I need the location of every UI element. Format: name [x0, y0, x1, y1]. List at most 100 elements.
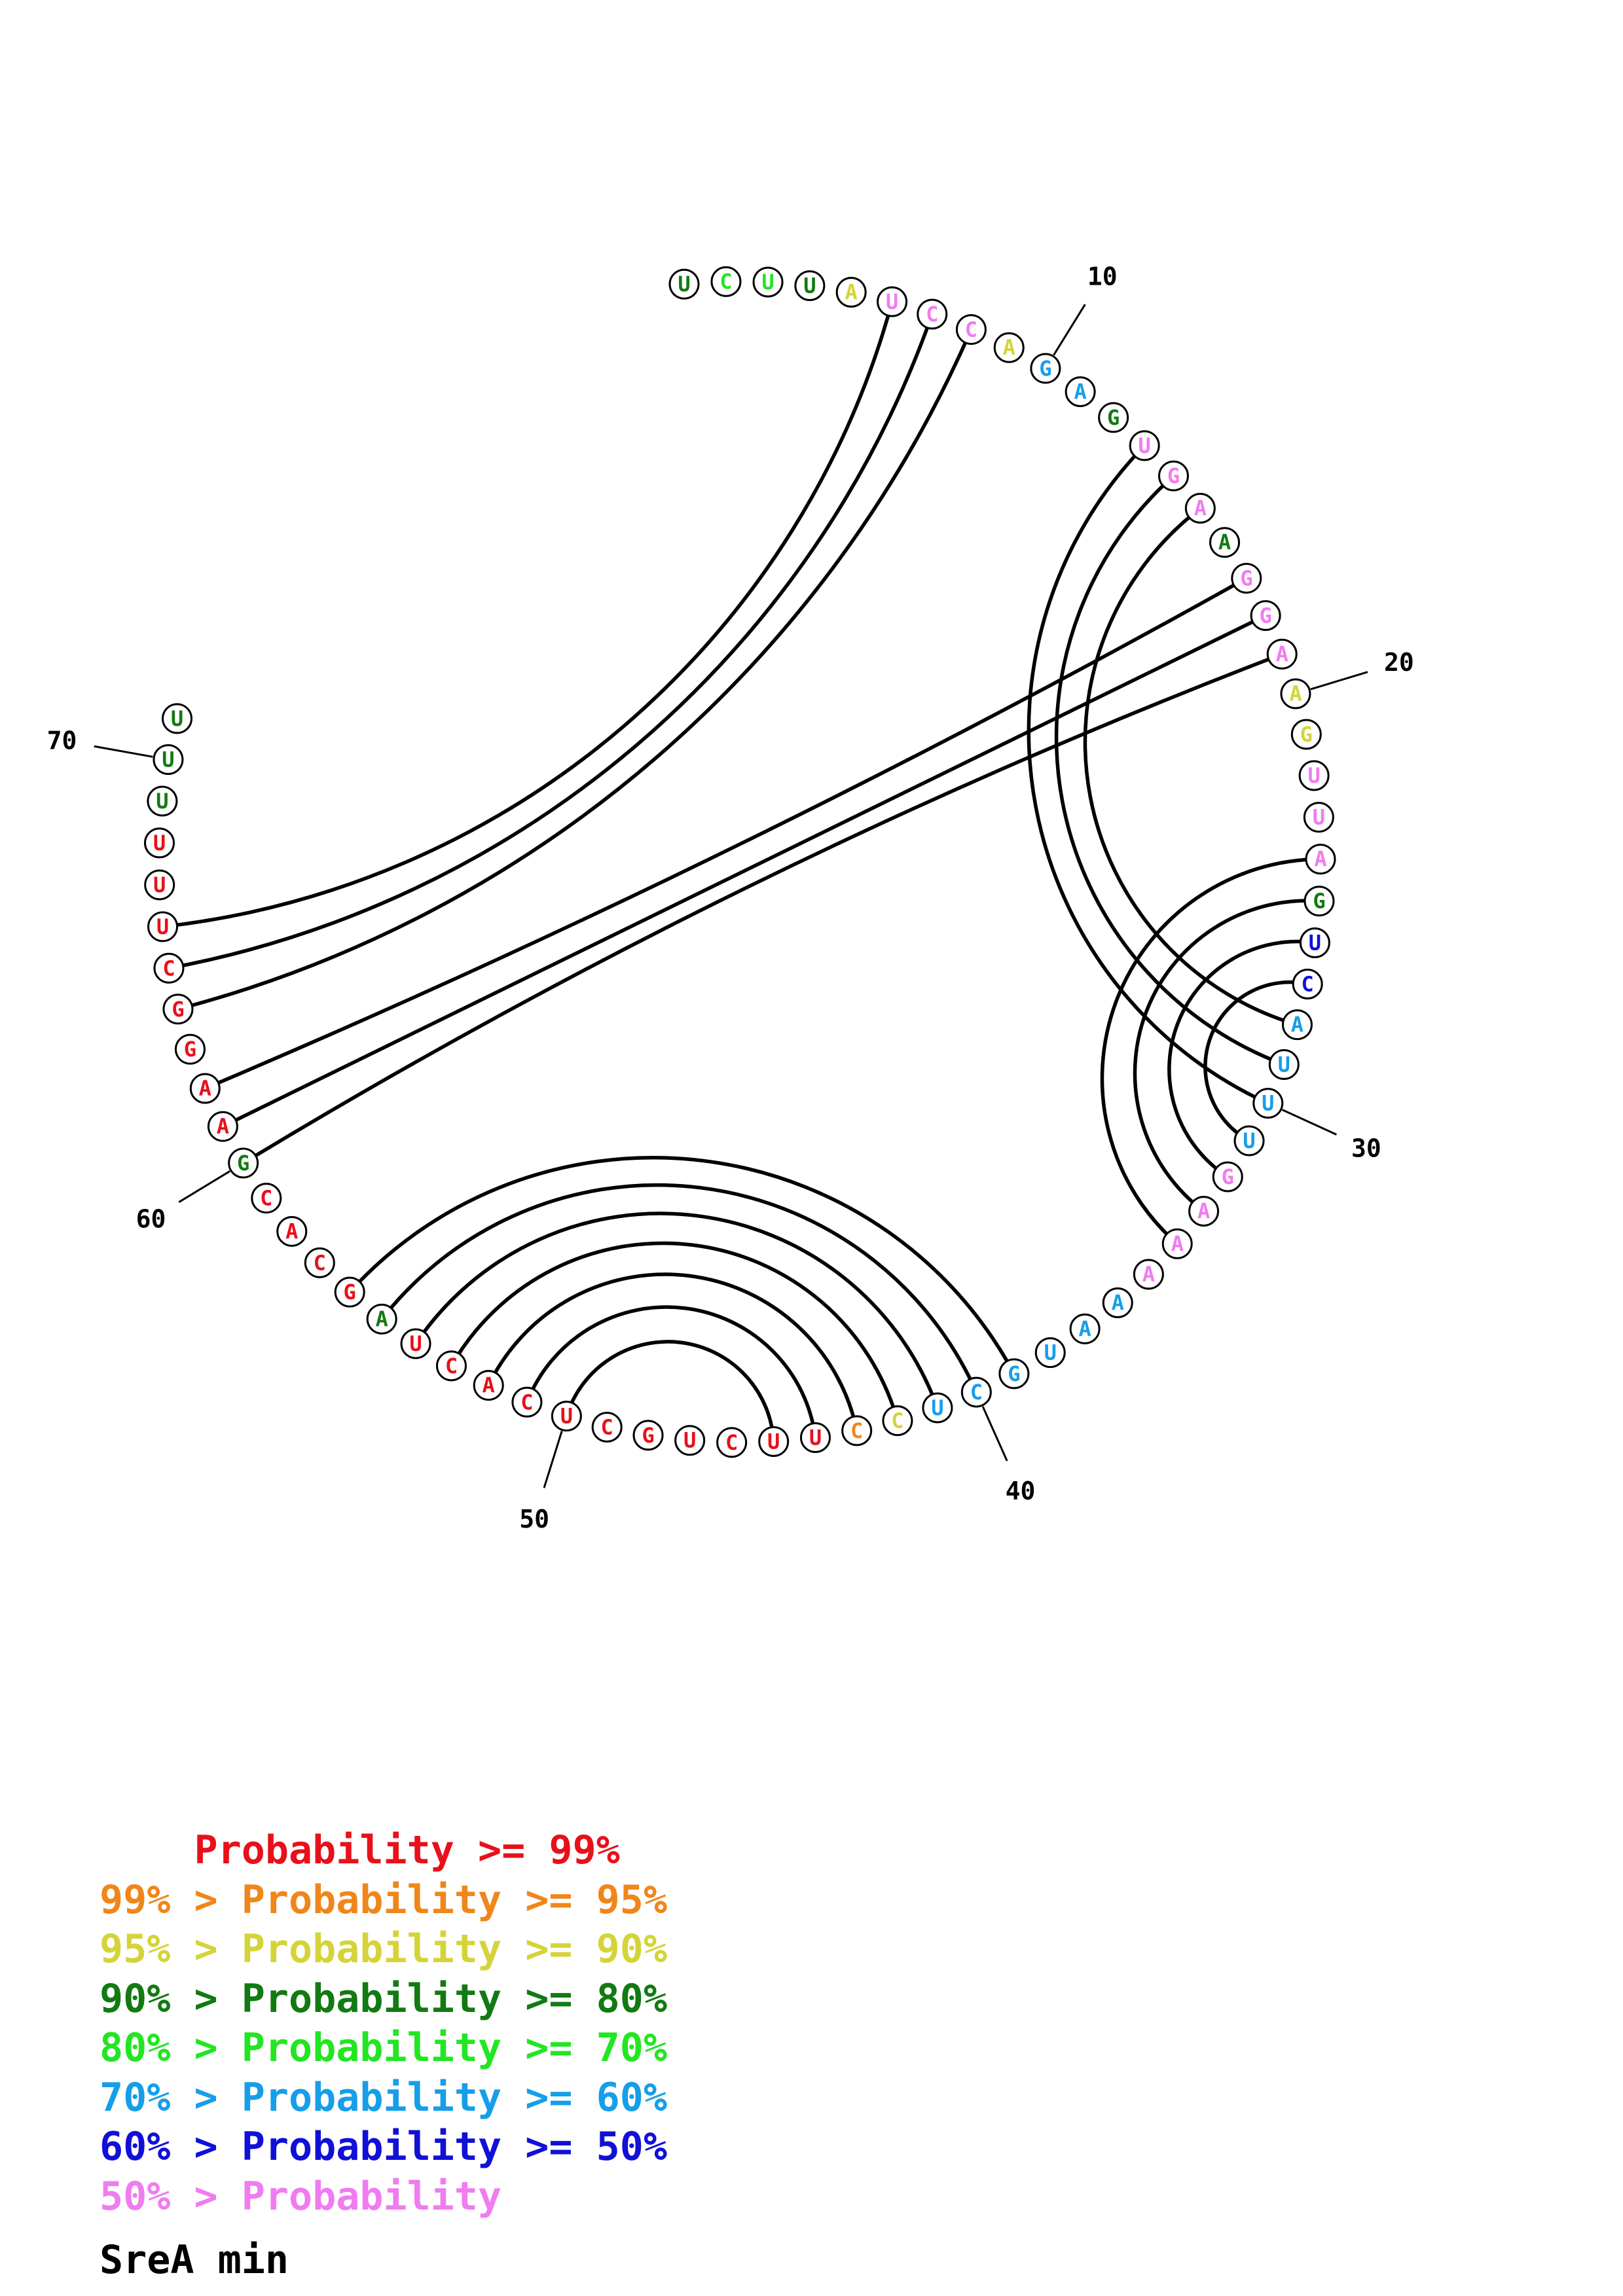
base-pair-arc [242, 652, 1283, 1165]
nucleotide-letter: A [1218, 530, 1231, 555]
nucleotide: G [174, 1033, 206, 1065]
position-label: 30 [1351, 1134, 1381, 1162]
nucleotide: U [668, 268, 700, 300]
nucleotide-circle [1158, 460, 1189, 492]
nucleotide: U [153, 744, 184, 776]
base-pair-arc [486, 1272, 859, 1431]
nucleotide-circle [147, 911, 179, 942]
nucleotide-circle [1069, 1313, 1101, 1344]
nucleotide-circle [799, 1422, 831, 1453]
nucleotide-letter: G [642, 1423, 654, 1448]
nucleotide-circle [228, 1147, 259, 1179]
nucleotide-circle [174, 1033, 206, 1065]
nucleotide-letter: C [965, 317, 977, 342]
nucleotide: A [1266, 638, 1298, 670]
nucleotide: C [955, 314, 987, 345]
legend-entry: 70% > Probability >= 60% [100, 2074, 667, 2121]
nucleotide: A [1280, 678, 1311, 709]
legend-entry: 50% > Probability [100, 2173, 502, 2219]
nucleotide-circle [922, 1392, 953, 1424]
nucleotide-circle [1298, 760, 1330, 791]
nucleotide-letter: U [761, 270, 774, 295]
nucleotide-circle [1250, 600, 1281, 631]
nucleotide-circle [882, 1405, 913, 1437]
nucleotide-circle [758, 1426, 790, 1457]
base-pair-arc [1203, 980, 1308, 1143]
nucleotide-letter: G [1259, 603, 1271, 628]
nucleotide-circle [1292, 969, 1323, 1000]
nucleotide: C [960, 1376, 992, 1408]
position-label: 20 [1384, 648, 1414, 677]
position-label: 60 [136, 1205, 166, 1234]
nucleotide-letter: U [1262, 1091, 1274, 1116]
nucleotide-circle [993, 332, 1025, 363]
position-tick [1310, 671, 1368, 691]
nucleotide: G [334, 1276, 365, 1308]
nucleotide-letter: U [886, 289, 898, 314]
nucleotide: C [304, 1247, 335, 1278]
nucleotide-circle [304, 1247, 335, 1278]
nucleotide-circle [632, 1420, 664, 1451]
base-pair-arcs [162, 301, 1321, 1442]
base-pair-arc [1167, 939, 1315, 1179]
base-pair-arc [204, 577, 1248, 1090]
nucleotide: C [153, 952, 185, 984]
nucleotide: G [1250, 600, 1281, 631]
nucleotide-circle [1252, 1088, 1284, 1119]
nucleotide-letter: G [184, 1037, 196, 1062]
nucleotide-letter: C [162, 956, 175, 980]
nucleotide-circle [511, 1386, 543, 1418]
nucleotide-letter: C [970, 1380, 983, 1405]
position-label: 40 [1006, 1477, 1036, 1505]
nucleotide-circle [1209, 527, 1241, 558]
nucleotide-letter: A [376, 1306, 388, 1331]
nucleotide: C [917, 298, 948, 330]
nucleotide: U [799, 1422, 831, 1453]
nucleotide: C [716, 1427, 748, 1458]
nucleotide-circle [716, 1427, 748, 1458]
nucleotide-letter: G [1313, 889, 1325, 914]
nucleotide: U [144, 869, 175, 901]
base-pair-arc [1054, 475, 1285, 1067]
nucleotide-letter: U [931, 1395, 943, 1420]
nucleotide: U [1303, 802, 1334, 833]
nucleotide-letter: A [1197, 1199, 1210, 1224]
nucleotide-letter: U [684, 1428, 696, 1453]
nucleotide-letter: U [156, 914, 169, 939]
nucleotide: U [161, 703, 192, 734]
nucleotide-letter: U [153, 872, 166, 897]
nucleotide-letter: G [1008, 1361, 1020, 1386]
legend-entry: 80% > Probability >= 70% [100, 2025, 667, 2071]
nucleotide-circle [1268, 1049, 1300, 1080]
nucleotide: A [1184, 493, 1216, 524]
base-pair-arc [450, 1241, 900, 1422]
nucleotide: U [752, 266, 784, 298]
nucleotide-letter: A [483, 1373, 495, 1398]
nucleotide-letter: U [171, 706, 183, 731]
nucleotide-letter: A [217, 1114, 229, 1139]
nucleotide: G [998, 1358, 1030, 1390]
base-pair-arc [177, 329, 973, 1011]
nucleotide-letter: G [1167, 463, 1180, 488]
position-labels: 10 20 30 40 50 60 70 [47, 262, 1414, 1534]
position-tick [94, 745, 153, 758]
nucleotide-letter: A [845, 279, 858, 304]
nucleotide-circle [1290, 719, 1322, 750]
nucleotide: A [473, 1370, 504, 1401]
nucleotide-circle [435, 1350, 467, 1382]
nucleotide: G [1158, 460, 1189, 492]
nucleotide-letter: U [153, 831, 166, 855]
base-pair-arc [414, 1211, 939, 1408]
nucleotide: C [1292, 969, 1323, 1000]
nucleotide: A [1069, 1313, 1101, 1344]
nucleotide-letter: C [520, 1390, 533, 1414]
nucleotide-circle [1280, 678, 1311, 709]
nucleotide: U [1268, 1049, 1300, 1080]
nucleotide: G [1231, 562, 1262, 594]
base-pair-arc [1100, 857, 1321, 1246]
nucleotide: U [147, 785, 178, 817]
nucleotide-letter: C [720, 269, 732, 294]
nucleotide-letter: U [803, 273, 816, 298]
nucleotide-letter: U [1243, 1128, 1255, 1153]
